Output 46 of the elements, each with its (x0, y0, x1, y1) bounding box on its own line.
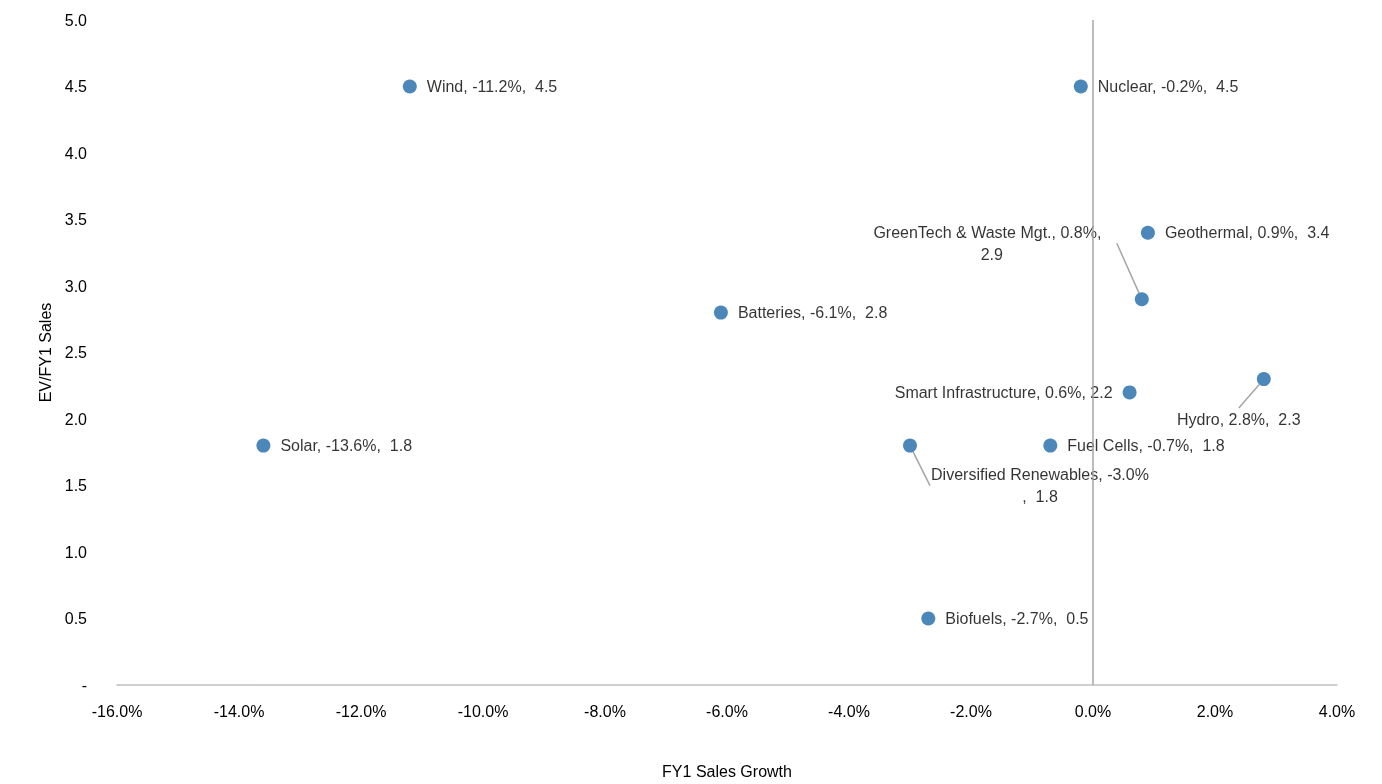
x-tick-label: -4.0% (828, 702, 870, 720)
data-label: Smart Infrastructure, 0.6%, 2.2 (894, 383, 1113, 401)
y-tick-label: 3.5 (64, 211, 88, 228)
point (903, 438, 917, 453)
data-label: GreenTech & Waste Mgt., 0.8%, 2.9 (873, 223, 1111, 263)
x-tick-label: -2.0% (950, 702, 992, 720)
y-tick-label: - (81, 676, 87, 694)
data-label: Wind, -11.2%, 4.5 (426, 78, 558, 95)
x-tick-label: -14.0% (213, 702, 265, 720)
data-label: Fuel Cells, -0.7%, 1.8 (1067, 437, 1225, 455)
data-label: Solar, -13.6%, 1.8 (280, 437, 413, 455)
y-tick-label: 2.0 (64, 410, 88, 428)
point (1256, 372, 1271, 387)
point (1134, 292, 1149, 307)
y-tick-label: 3.0 (64, 277, 88, 295)
y-axis-title: EV/FY1 Sales (37, 302, 55, 403)
y-tick-label: 4.0 (64, 144, 88, 162)
x-tick-label: -16.0% (91, 702, 143, 720)
x-tick-label: 2.0% (1196, 702, 1234, 720)
point (1073, 79, 1088, 94)
data-label: Geothermal, 0.9%, 3.4 (1164, 224, 1330, 242)
data-label: Hydro, 2.8%, 2.3 (1176, 410, 1301, 428)
y-tick-label: 2.5 (64, 344, 88, 361)
data-label: Nuclear, -0.2%, 4.5 (1097, 78, 1239, 95)
x-tick-label: 0.0% (1074, 702, 1112, 720)
point (921, 611, 936, 626)
x-tick-label: -12.0% (335, 702, 387, 720)
x-tick-label: -8.0% (584, 702, 626, 720)
x-tick-label: -10.0% (457, 702, 509, 720)
y-tick-label: 0.5 (64, 610, 88, 627)
point (1043, 438, 1058, 453)
point (713, 305, 728, 320)
point (256, 438, 271, 453)
x-tick-label: -6.0% (706, 702, 748, 720)
point (402, 79, 417, 94)
data-label: Biofuels, -2.7%, 0.5 (945, 610, 1089, 627)
point (1122, 385, 1137, 400)
y-tick-label: 1.0 (64, 543, 88, 561)
x-axis-title: FY1 Sales Growth (662, 762, 792, 780)
y-tick-label: 1.5 (64, 477, 88, 494)
data-label: Diversified Renewables, -3.0%, 1.8 (931, 466, 1149, 506)
data-label: Batteries, -6.1%, 2.8 (737, 304, 888, 322)
y-tick-label: 4.5 (64, 78, 88, 95)
x-tick-label: 4.0% (1318, 702, 1356, 720)
point (1140, 225, 1155, 240)
y-tick-label: 5.0 (64, 11, 88, 29)
